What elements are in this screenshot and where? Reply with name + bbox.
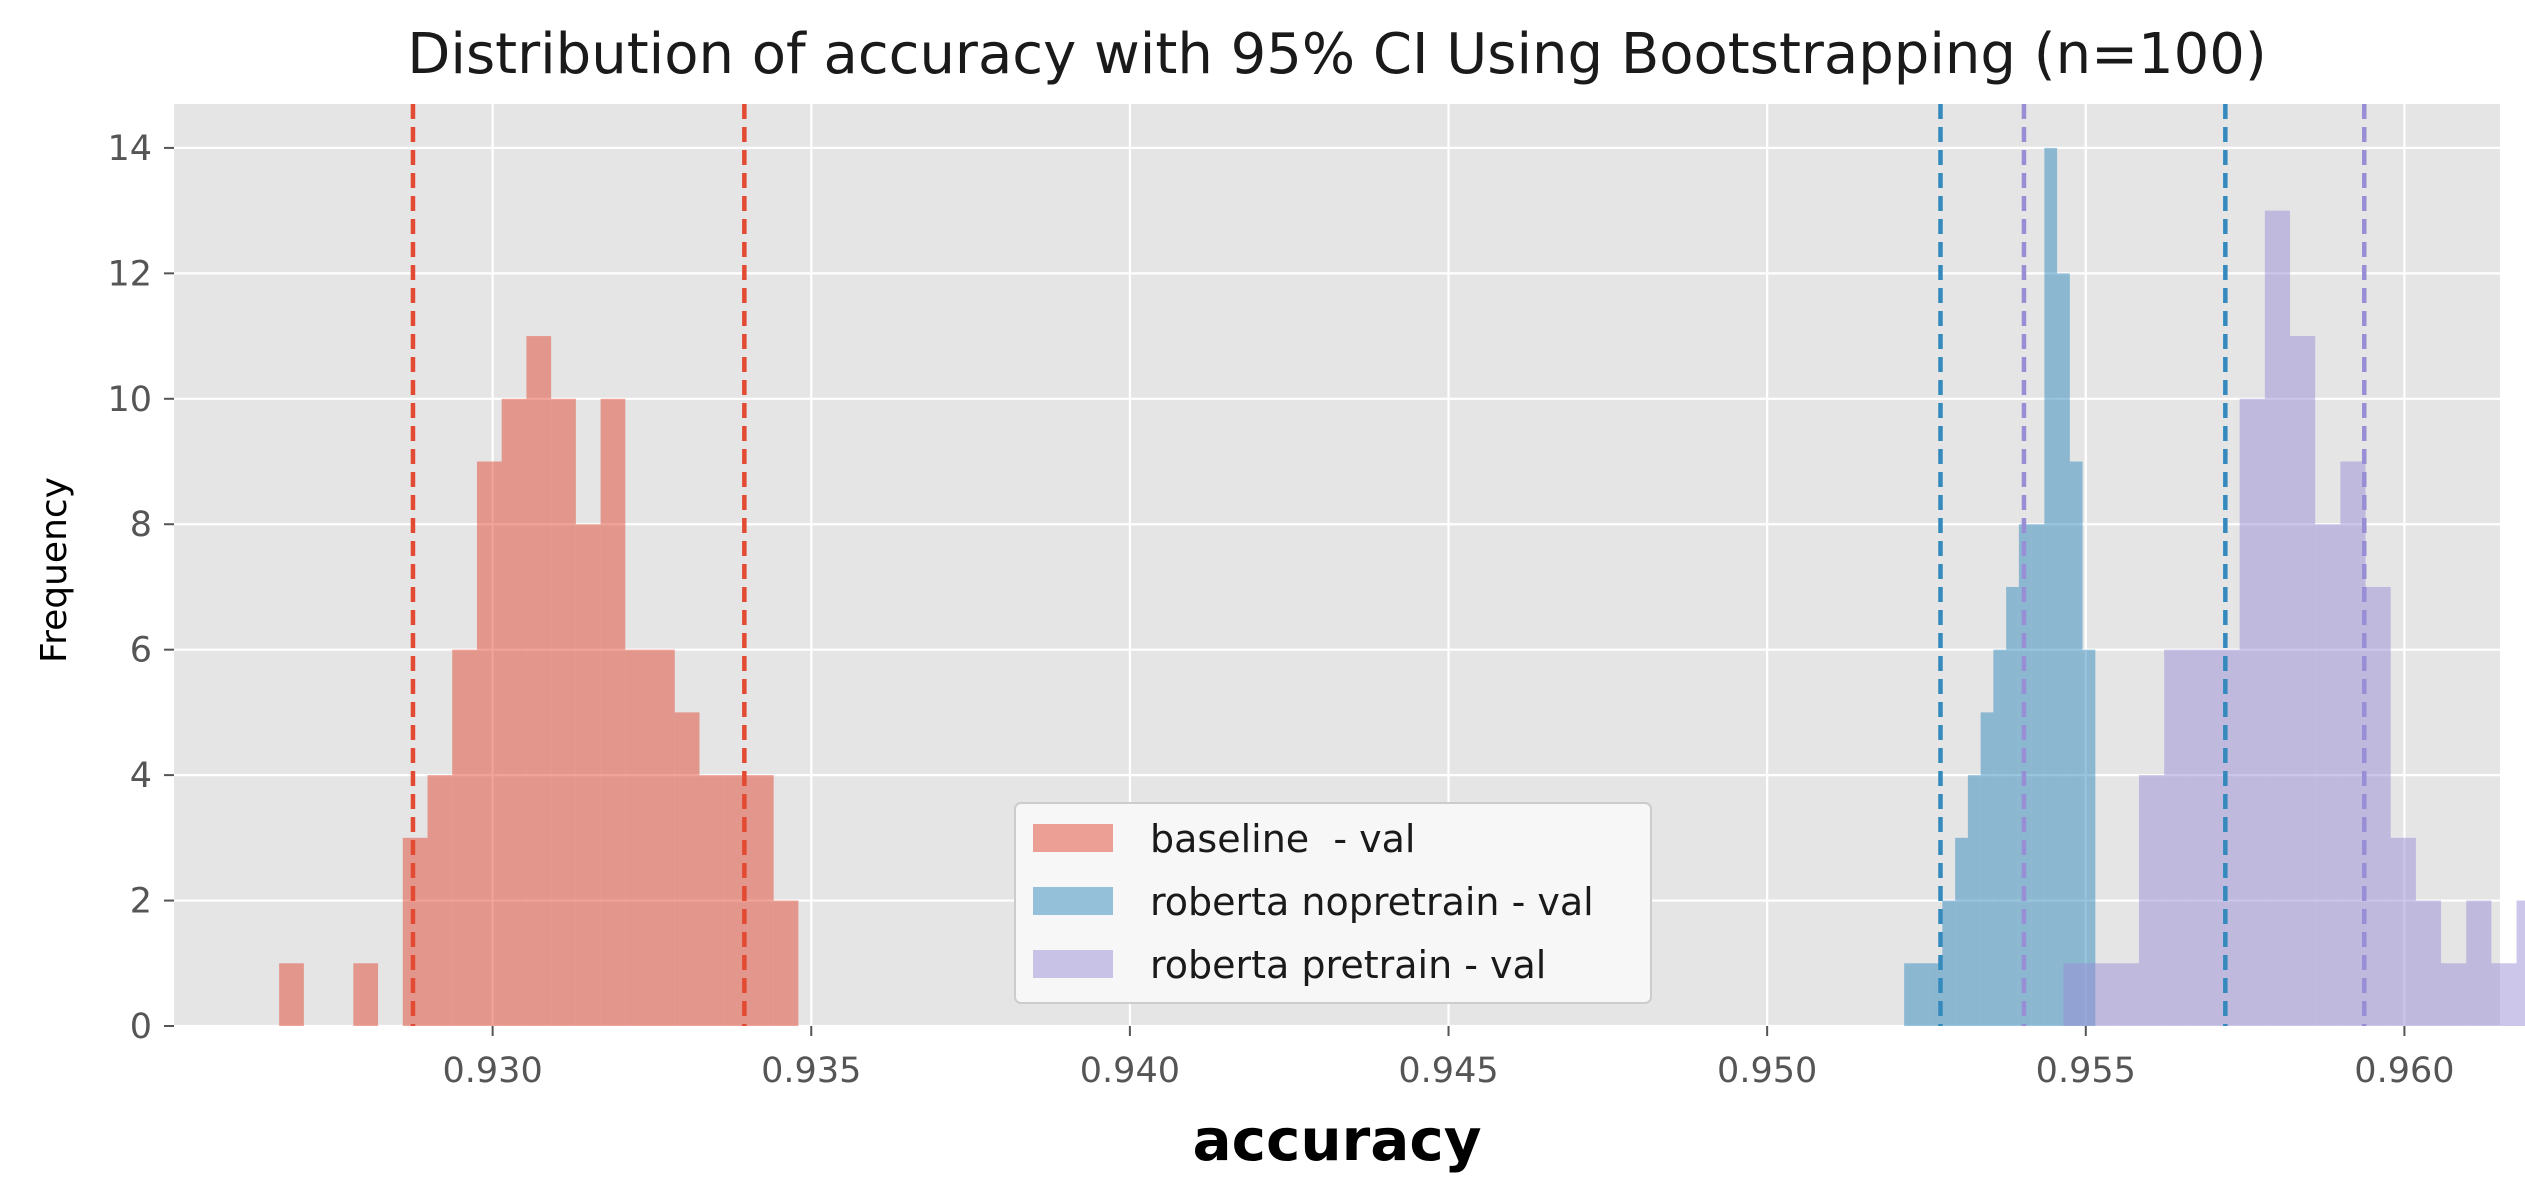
histogram-bar (1967, 775, 1981, 1026)
histogram-bar (575, 524, 601, 1026)
histogram-bar (2138, 775, 2165, 1026)
histogram-bar (1980, 712, 1994, 1026)
axes: 0.930 0.935 0.940 0.945 0.950 0.955 0.960 0 2 4 6 8… (107, 129, 2454, 1091)
histogram-bar (600, 398, 626, 1026)
histogram-bar (625, 649, 651, 1026)
confidence-interval-lines (410, 104, 2367, 1026)
histogram-bar (2340, 461, 2366, 1026)
histogram-bar (2315, 524, 2341, 1026)
histogram-bar (279, 963, 304, 1026)
x-tick-label: 0.945 (1398, 1051, 1498, 1091)
histogram-bar (1942, 900, 1956, 1026)
legend-swatch-baseline (1033, 824, 1113, 852)
histogram-bar (748, 775, 774, 1026)
histogram-bar (551, 398, 576, 1026)
legend-label-roberta-nopretrain: roberta nopretrain - val (1150, 880, 1594, 924)
legend-swatch-roberta-pretrain (1033, 950, 1113, 978)
y-axis-label: Frequency (34, 477, 75, 663)
histogram-bar (526, 336, 552, 1027)
x-axis-label: accuracy (1192, 1106, 1481, 1174)
y-tick-label: 6 (130, 631, 152, 671)
histogram-bar (1993, 649, 2007, 1026)
histogram-bar (2088, 963, 2114, 1026)
x-tick-label: 0.950 (1717, 1051, 1817, 1091)
histogram-bar (650, 649, 675, 1026)
series-bars (279, 336, 799, 1027)
histogram-bar (1955, 837, 1968, 1026)
histogram-bar (1916, 963, 1930, 1026)
histogram-bar (501, 398, 527, 1026)
histogram-bar (1904, 963, 1917, 1026)
histogram-bar (2057, 273, 2070, 1026)
histogram-bar (1929, 963, 1943, 1026)
histogram-bar (2189, 649, 2215, 1026)
histogram-bar (2113, 963, 2139, 1026)
histogram-bar (699, 775, 725, 1026)
y-tick-label: 10 (107, 380, 152, 420)
y-tick-label: 14 (107, 129, 152, 169)
series-bars (2063, 210, 2525, 1027)
histogram-bar (2441, 963, 2467, 1026)
histogram-bars (279, 147, 2525, 1027)
y-tick-label: 8 (130, 505, 152, 545)
histogram-bar (452, 649, 477, 1026)
histogram-bar (2264, 210, 2291, 1026)
histogram-bar (2082, 649, 2096, 1026)
x-tick-label: 0.955 (2036, 1051, 2136, 1091)
histogram-bar (2164, 649, 2190, 1026)
y-tick-label: 12 (107, 254, 152, 294)
x-tick-label: 0.935 (761, 1051, 861, 1091)
histogram-bar (674, 712, 700, 1026)
chart-title: Distribution of accuracy with 95% CI Usi… (407, 22, 2266, 87)
y-tick-label: 4 (130, 756, 152, 796)
histogram-bar (2239, 398, 2265, 1026)
legend-label-baseline: baseline - val (1150, 817, 1415, 861)
histogram-bar (353, 963, 379, 1026)
histogram-bar (427, 775, 453, 1026)
histogram-bar (476, 461, 502, 1026)
y-tick-label: 2 (130, 882, 152, 922)
histogram-bar (2069, 461, 2083, 1026)
histogram-bar (2044, 147, 2058, 1026)
histogram-bar (773, 900, 799, 1026)
x-tick-label: 0.960 (2354, 1051, 2454, 1091)
y-tick-label: 0 (130, 1007, 152, 1047)
histogram-bar (2516, 900, 2525, 1026)
x-tick-label: 0.940 (1080, 1051, 1180, 1091)
histogram-bar (2466, 900, 2492, 1026)
x-tick-label: 0.930 (443, 1051, 543, 1091)
histogram-bar (2290, 336, 2316, 1027)
legend-label-roberta-pretrain: roberta pretrain - val (1150, 943, 1546, 987)
histogram-bar (2006, 586, 2019, 1026)
histogram-bar (2365, 586, 2391, 1026)
histogram-bar (2491, 963, 2517, 1026)
histogram-bar (2390, 837, 2416, 1026)
legend: baseline - val roberta nopretrain - val … (1014, 802, 1652, 1004)
legend-box (1014, 802, 1652, 1004)
series-bars (1904, 147, 2096, 1026)
legend-swatch-roberta-nopretrain (1033, 887, 1113, 915)
histogram-bar (2415, 900, 2442, 1026)
histogram-bar (2031, 524, 2045, 1026)
histogram-bar (2063, 963, 2089, 1026)
